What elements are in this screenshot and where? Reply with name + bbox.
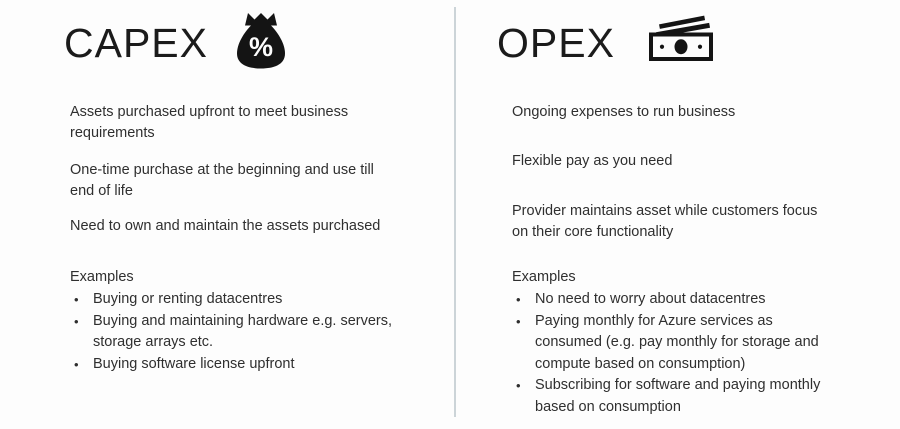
text-line: end of life — [70, 183, 133, 199]
list-item: • No need to worry about datacentres — [512, 289, 892, 311]
capex-body: Assets purchased upfront to meet busines… — [70, 102, 449, 375]
text-line: Flexible pay as you need — [512, 153, 673, 169]
capex-paragraph: One-time purchase at the beginning and u… — [70, 160, 449, 202]
text-line: Ongoing expenses to run business — [512, 104, 736, 120]
opex-examples-list: • No need to worry about datacentres • P… — [512, 289, 892, 418]
opex-body: Ongoing expenses to run business Flexibl… — [512, 102, 892, 418]
text-line: Buying software license upfront — [93, 355, 295, 372]
text-line: on their core functionality — [512, 224, 674, 240]
text-line: Assets purchased upfront to meet busines… — [70, 104, 349, 120]
money-bag-percent-icon: % — [235, 12, 287, 74]
opex-title: OPEX — [497, 19, 615, 66]
list-item: • Paying monthly for Azure services as c… — [512, 311, 892, 376]
bullet-icon: • — [516, 378, 521, 393]
capex-title: CAPEX — [64, 19, 208, 66]
bullet-icon: • — [516, 292, 521, 307]
list-item: • Buying or renting datacentres — [70, 289, 449, 311]
text-line: storage arrays etc. — [93, 334, 214, 350]
capex-paragraph: Need to own and maintain the assets purc… — [70, 216, 449, 237]
opex-title-row: OPEX — [497, 14, 892, 72]
text-line: Buying and maintaining hardware e.g. ser… — [93, 312, 393, 329]
text-line: One-time purchase at the beginning and u… — [70, 162, 374, 178]
cash-banknotes-icon — [648, 11, 713, 66]
list-item: • Buying and maintaining hardware e.g. s… — [70, 311, 449, 354]
bullet-icon: • — [74, 292, 79, 307]
text-line: No need to worry about datacentres — [535, 291, 766, 307]
text-line: Provider maintains asset while customers… — [512, 203, 818, 219]
column-divider — [454, 7, 456, 417]
bullet-icon: • — [74, 356, 79, 372]
opex-examples-label: Examples — [512, 269, 576, 285]
text-line: based on consumption — [535, 398, 681, 415]
list-item: • Buying software license upfront — [70, 354, 449, 376]
text-line: consumed (e.g. pay monthly for storage a… — [535, 334, 819, 350]
capex-column: CAPEX % Assets purchased upfront to meet… — [64, 0, 449, 375]
opex-paragraph: Ongoing expenses to run business — [512, 102, 892, 123]
capex-title-row: CAPEX % — [64, 12, 449, 74]
opex-examples: Examples • No need to worry about datace… — [512, 267, 892, 418]
text-line: requirements — [70, 125, 155, 141]
capex-paragraph: Assets purchased upfront to meet busines… — [70, 102, 449, 144]
text-line: compute based on consumption) — [535, 355, 746, 372]
svg-text:%: % — [249, 32, 273, 62]
opex-column: OPEX Ongoing expenses to run business Fl… — [497, 0, 892, 418]
opex-paragraph: Flexible pay as you need — [512, 151, 892, 172]
capex-examples: Examples • Buying or renting datacentres… — [70, 267, 449, 375]
bullet-icon: • — [516, 313, 521, 329]
text-line: Paying monthly for Azure services as — [535, 312, 773, 329]
capex-examples-label: Examples — [70, 269, 134, 285]
list-item: • Subscribing for software and paying mo… — [512, 375, 892, 418]
capex-examples-list: • Buying or renting datacentres • Buying… — [70, 289, 449, 375]
opex-paragraph: Provider maintains asset while customers… — [512, 201, 892, 243]
text-line: Buying or renting datacentres — [93, 291, 283, 307]
text-line: Subscribing for software and paying mont… — [535, 377, 821, 393]
text-line: Need to own and maintain the assets purc… — [70, 218, 381, 234]
bullet-icon: • — [74, 313, 79, 329]
